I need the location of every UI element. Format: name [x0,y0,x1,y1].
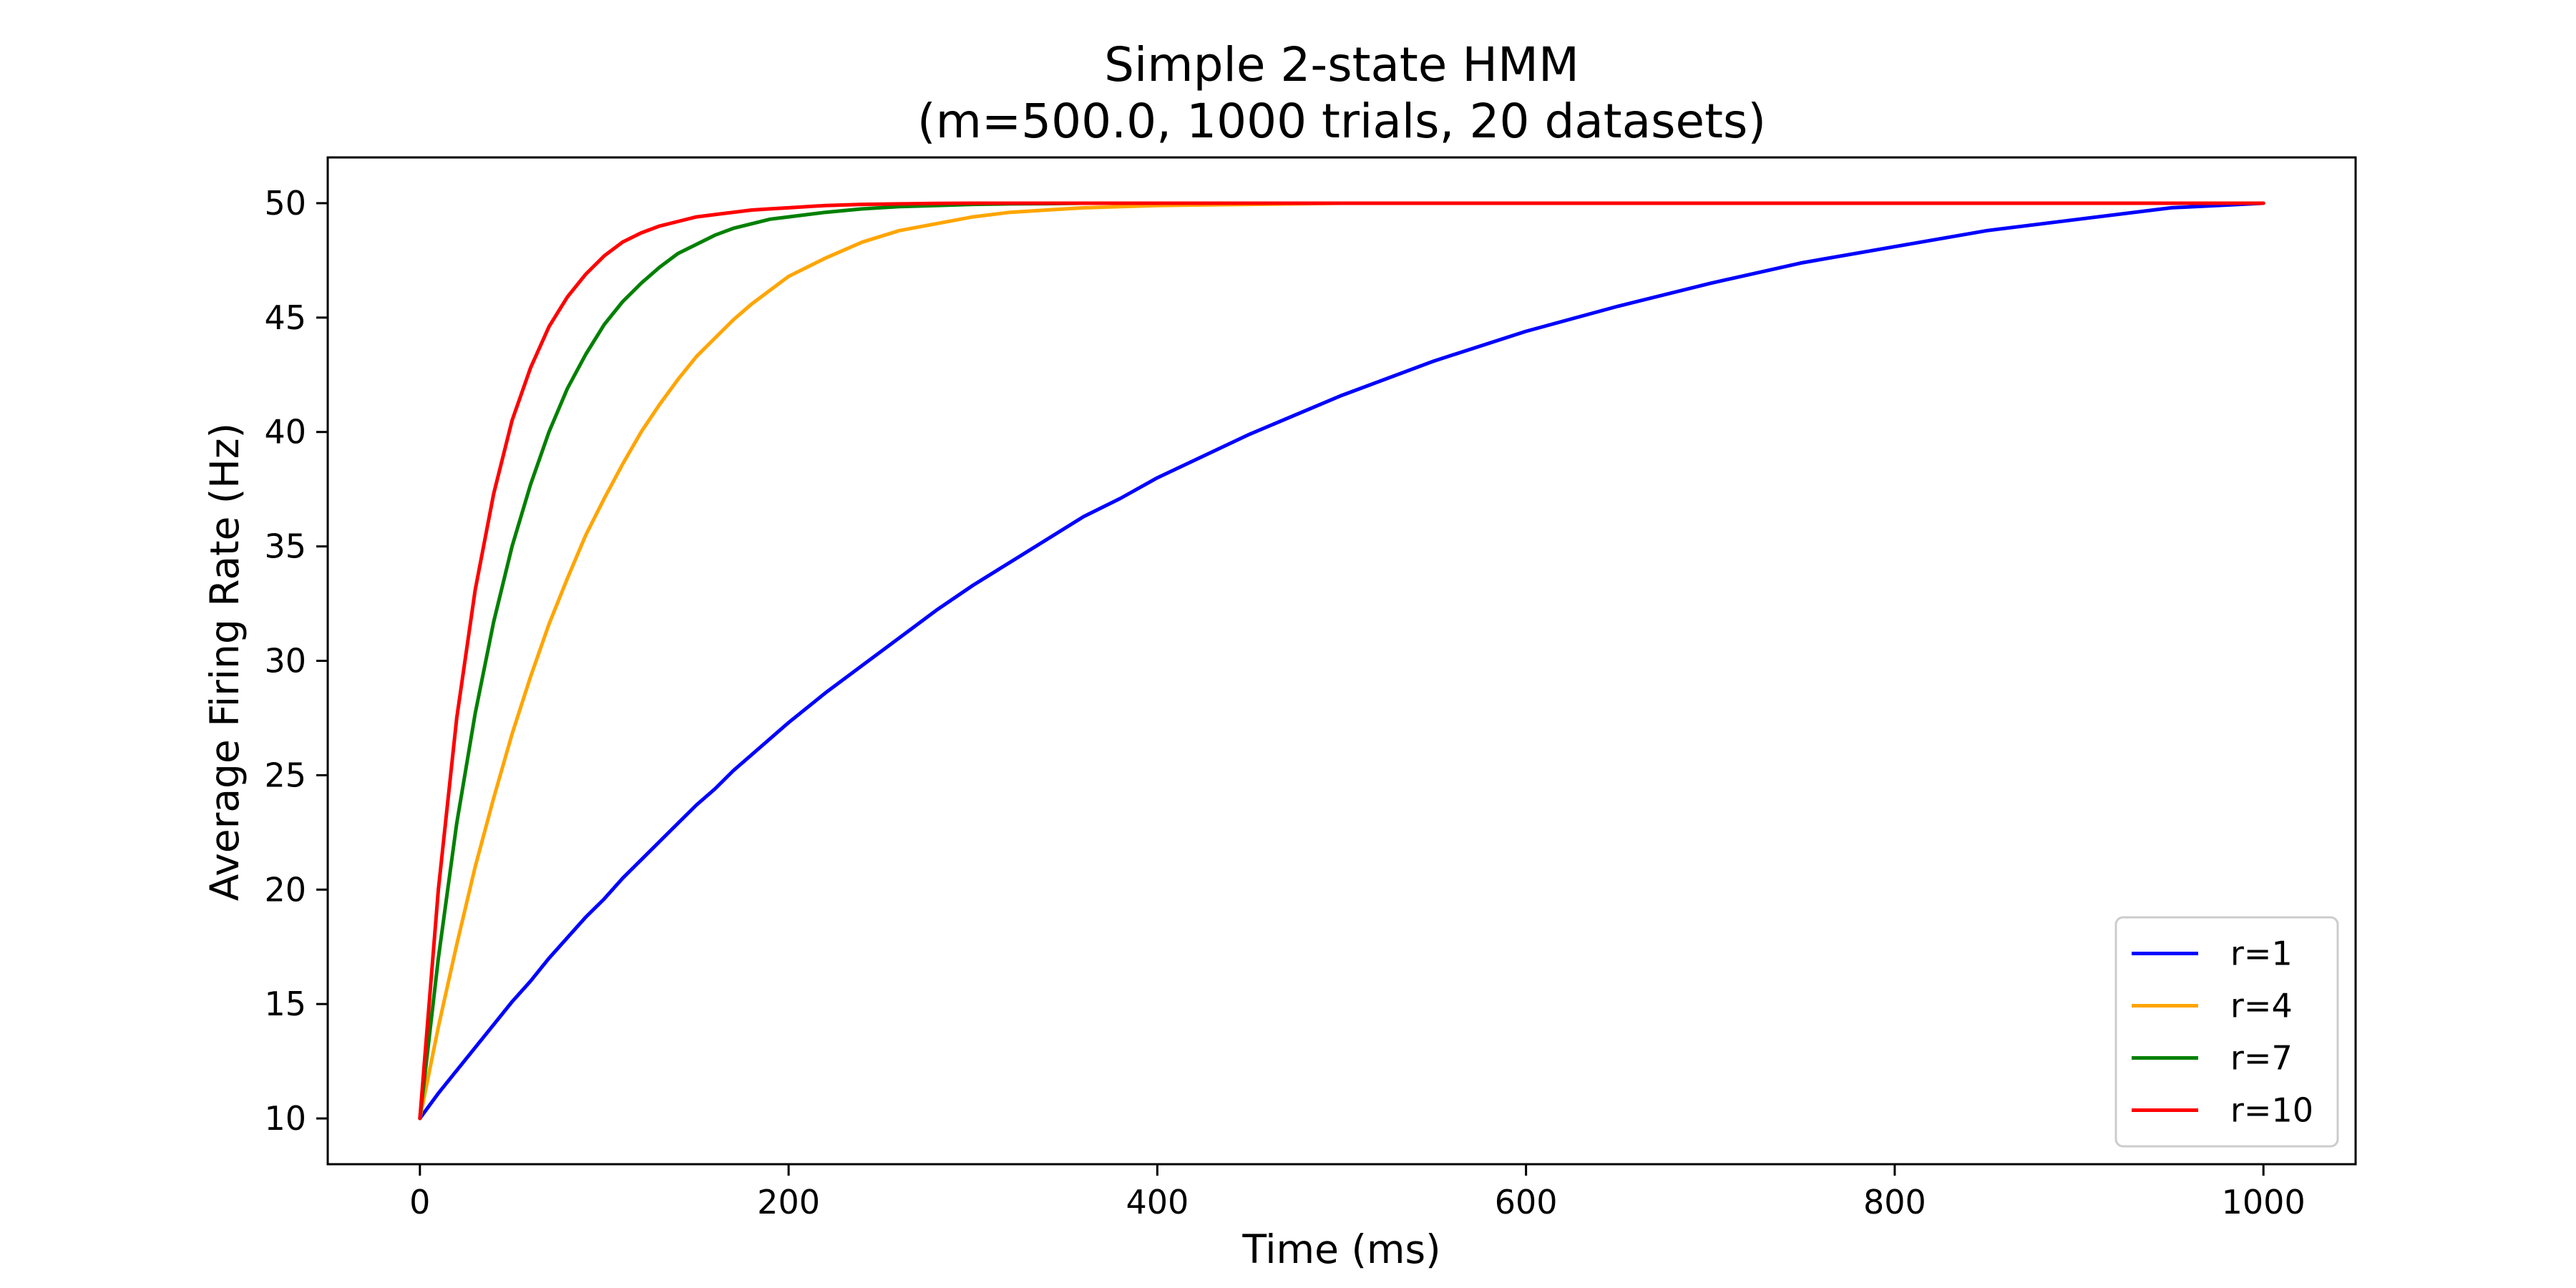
x-tick-label: 200 [757,1183,820,1221]
x-tick-label: 400 [1126,1183,1189,1221]
series-line-3 [418,201,2265,1121]
y-tick-label: 15 [264,985,306,1023]
y-tick-label: 25 [264,756,306,794]
y-axis-label: Average Firing Rate (Hz) [202,423,248,901]
y-tick-label: 10 [264,1099,306,1138]
x-axis: 0 200 400 600 800 1000 [409,1164,2306,1221]
legend-box [2114,916,2339,1148]
x-axis-label: Time (ms) [1241,1226,1440,1272]
legend-label-3: r=7 [2230,1039,2293,1078]
x-tick-label: 0 [409,1183,430,1221]
y-tick-label: 30 [264,642,306,680]
y-axis: 10 15 20 25 30 35 40 45 50 [264,184,328,1138]
legend: r=1 r=4 r=7 r=10 [2114,916,2339,1148]
series-line-1 [418,201,2265,1121]
x-tick-label: 600 [1495,1183,1558,1221]
legend-label-4: r=10 [2230,1091,2313,1130]
chart-title: Simple 2-state HMM [1104,37,1579,92]
chart-subtitle: (m=500.0, 1000 trials, 20 datasets) [917,94,1766,149]
series-line-2 [418,201,2265,1121]
plot-lines [418,201,2265,1121]
y-tick-label: 20 [264,870,306,909]
x-tick-label: 800 [1863,1183,1926,1221]
x-tick-label: 1000 [2222,1183,2306,1221]
y-tick-label: 35 [264,527,306,566]
series-line-4 [418,201,2265,1121]
y-tick-label: 50 [264,184,306,223]
legend-label-2: r=4 [2230,987,2293,1025]
y-tick-label: 40 [264,413,306,452]
legend-label-1: r=1 [2230,935,2293,973]
plot-frame [326,156,2357,1166]
y-tick-label: 45 [264,298,306,337]
